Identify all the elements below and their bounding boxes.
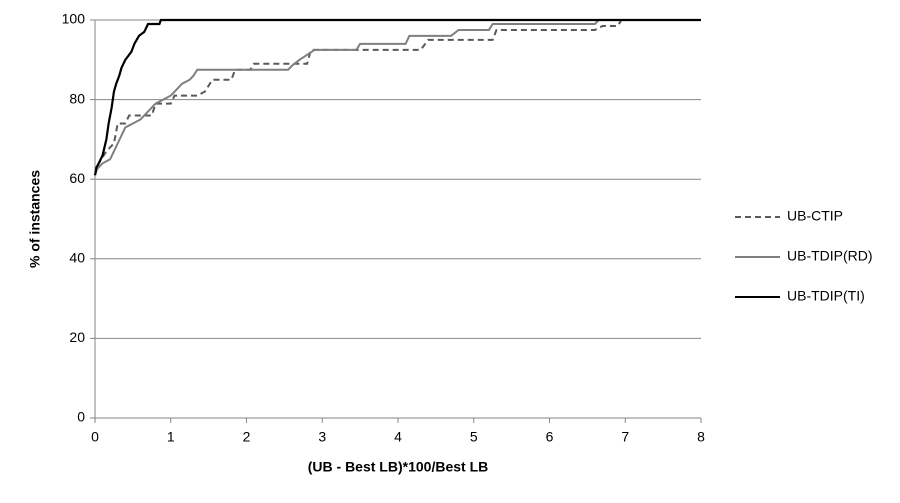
x-tick-label: 2 [243,429,251,445]
series-line [94,19,701,172]
x-tick-label: 3 [318,429,326,445]
x-tick-label: 4 [394,429,402,445]
y-tick-label: 40 [69,250,85,266]
series-line [94,19,701,176]
y-tick-label: 100 [62,11,86,27]
y-tick-label: 60 [69,170,85,186]
y-tick-label: 0 [77,409,85,425]
legend-label: UB-CTIP [787,208,843,224]
y-tick-label: 80 [69,90,85,106]
y-axis-title: % of instances [27,170,43,268]
x-tick-label: 0 [91,429,99,445]
x-axis-title: (UB - Best LB)*100/Best LB [308,459,488,475]
legend-label: UB-TDIP(TI) [787,288,865,304]
x-tick-label: 7 [621,429,629,445]
series-line [93,18,701,176]
x-tick-label: 8 [697,429,705,445]
x-tick-label: 6 [546,429,554,445]
x-tick-label: 1 [167,429,175,445]
y-tick-label: 20 [69,329,85,345]
x-tick-label: 5 [470,429,478,445]
legend-label: UB-TDIP(RD) [787,248,873,264]
